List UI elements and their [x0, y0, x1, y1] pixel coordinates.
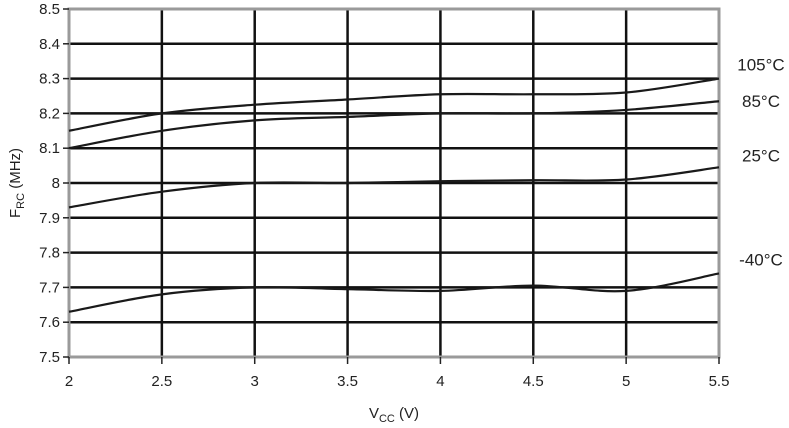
y-tick-label: 8.5	[39, 1, 60, 18]
y-tick-label: 8.2	[39, 105, 60, 122]
y-axis-ticks: 7.5 7.6 7.7 7.8 7.9 8 8.1 8.2 8.3 8.4 8.5	[39, 1, 69, 366]
x-axis-label-unit: (V)	[395, 405, 419, 422]
x-axis-label-sub: CC	[379, 413, 395, 425]
x-axis-label-main: V	[369, 405, 379, 422]
series-line	[68, 100, 720, 150]
y-tick-label: 7.8	[39, 245, 60, 262]
x-tick-label: 4.5	[523, 373, 544, 390]
x-tick-label: 5	[622, 373, 630, 390]
y-axis-label-sub: RC	[15, 193, 27, 209]
x-tick-label: 2	[65, 373, 73, 390]
series-label: 105°C	[737, 56, 784, 75]
y-tick-label: 7.9	[39, 210, 60, 227]
series-lines	[68, 77, 720, 313]
y-tick-label: 8.3	[39, 71, 60, 88]
series-line	[68, 272, 720, 313]
y-tick-label: 7.5	[39, 349, 60, 366]
y-axis-label-unit: (MHz)	[7, 148, 24, 193]
series-line	[68, 77, 720, 132]
x-axis-ticks: 2 2.5 3 3.5 4 4.5 5 5.5	[65, 357, 730, 390]
series-label: 85°C	[742, 92, 780, 111]
y-tick-label: 7.6	[39, 314, 60, 331]
x-tick-label: 2.5	[151, 373, 172, 390]
series-label: 25°C	[742, 146, 780, 165]
series-labels: 105°C 85°C 25°C -40°C	[737, 56, 784, 270]
x-tick-label: 3.5	[337, 373, 358, 390]
x-tick-label: 3	[251, 373, 259, 390]
x-tick-label: 4	[436, 373, 444, 390]
series-line	[68, 166, 720, 209]
x-axis-label: VCC (V)	[369, 405, 419, 425]
y-tick-label: 8.1	[39, 140, 60, 157]
x-tick-label: 5.5	[709, 373, 730, 390]
y-tick-label: 7.7	[39, 279, 60, 296]
y-tick-label: 8.4	[39, 36, 60, 53]
y-axis-label: FRC (MHz)	[7, 148, 27, 218]
series-label: -40°C	[739, 250, 783, 269]
y-tick-label: 8	[52, 175, 60, 192]
y-axis-label-main: F	[7, 209, 24, 218]
